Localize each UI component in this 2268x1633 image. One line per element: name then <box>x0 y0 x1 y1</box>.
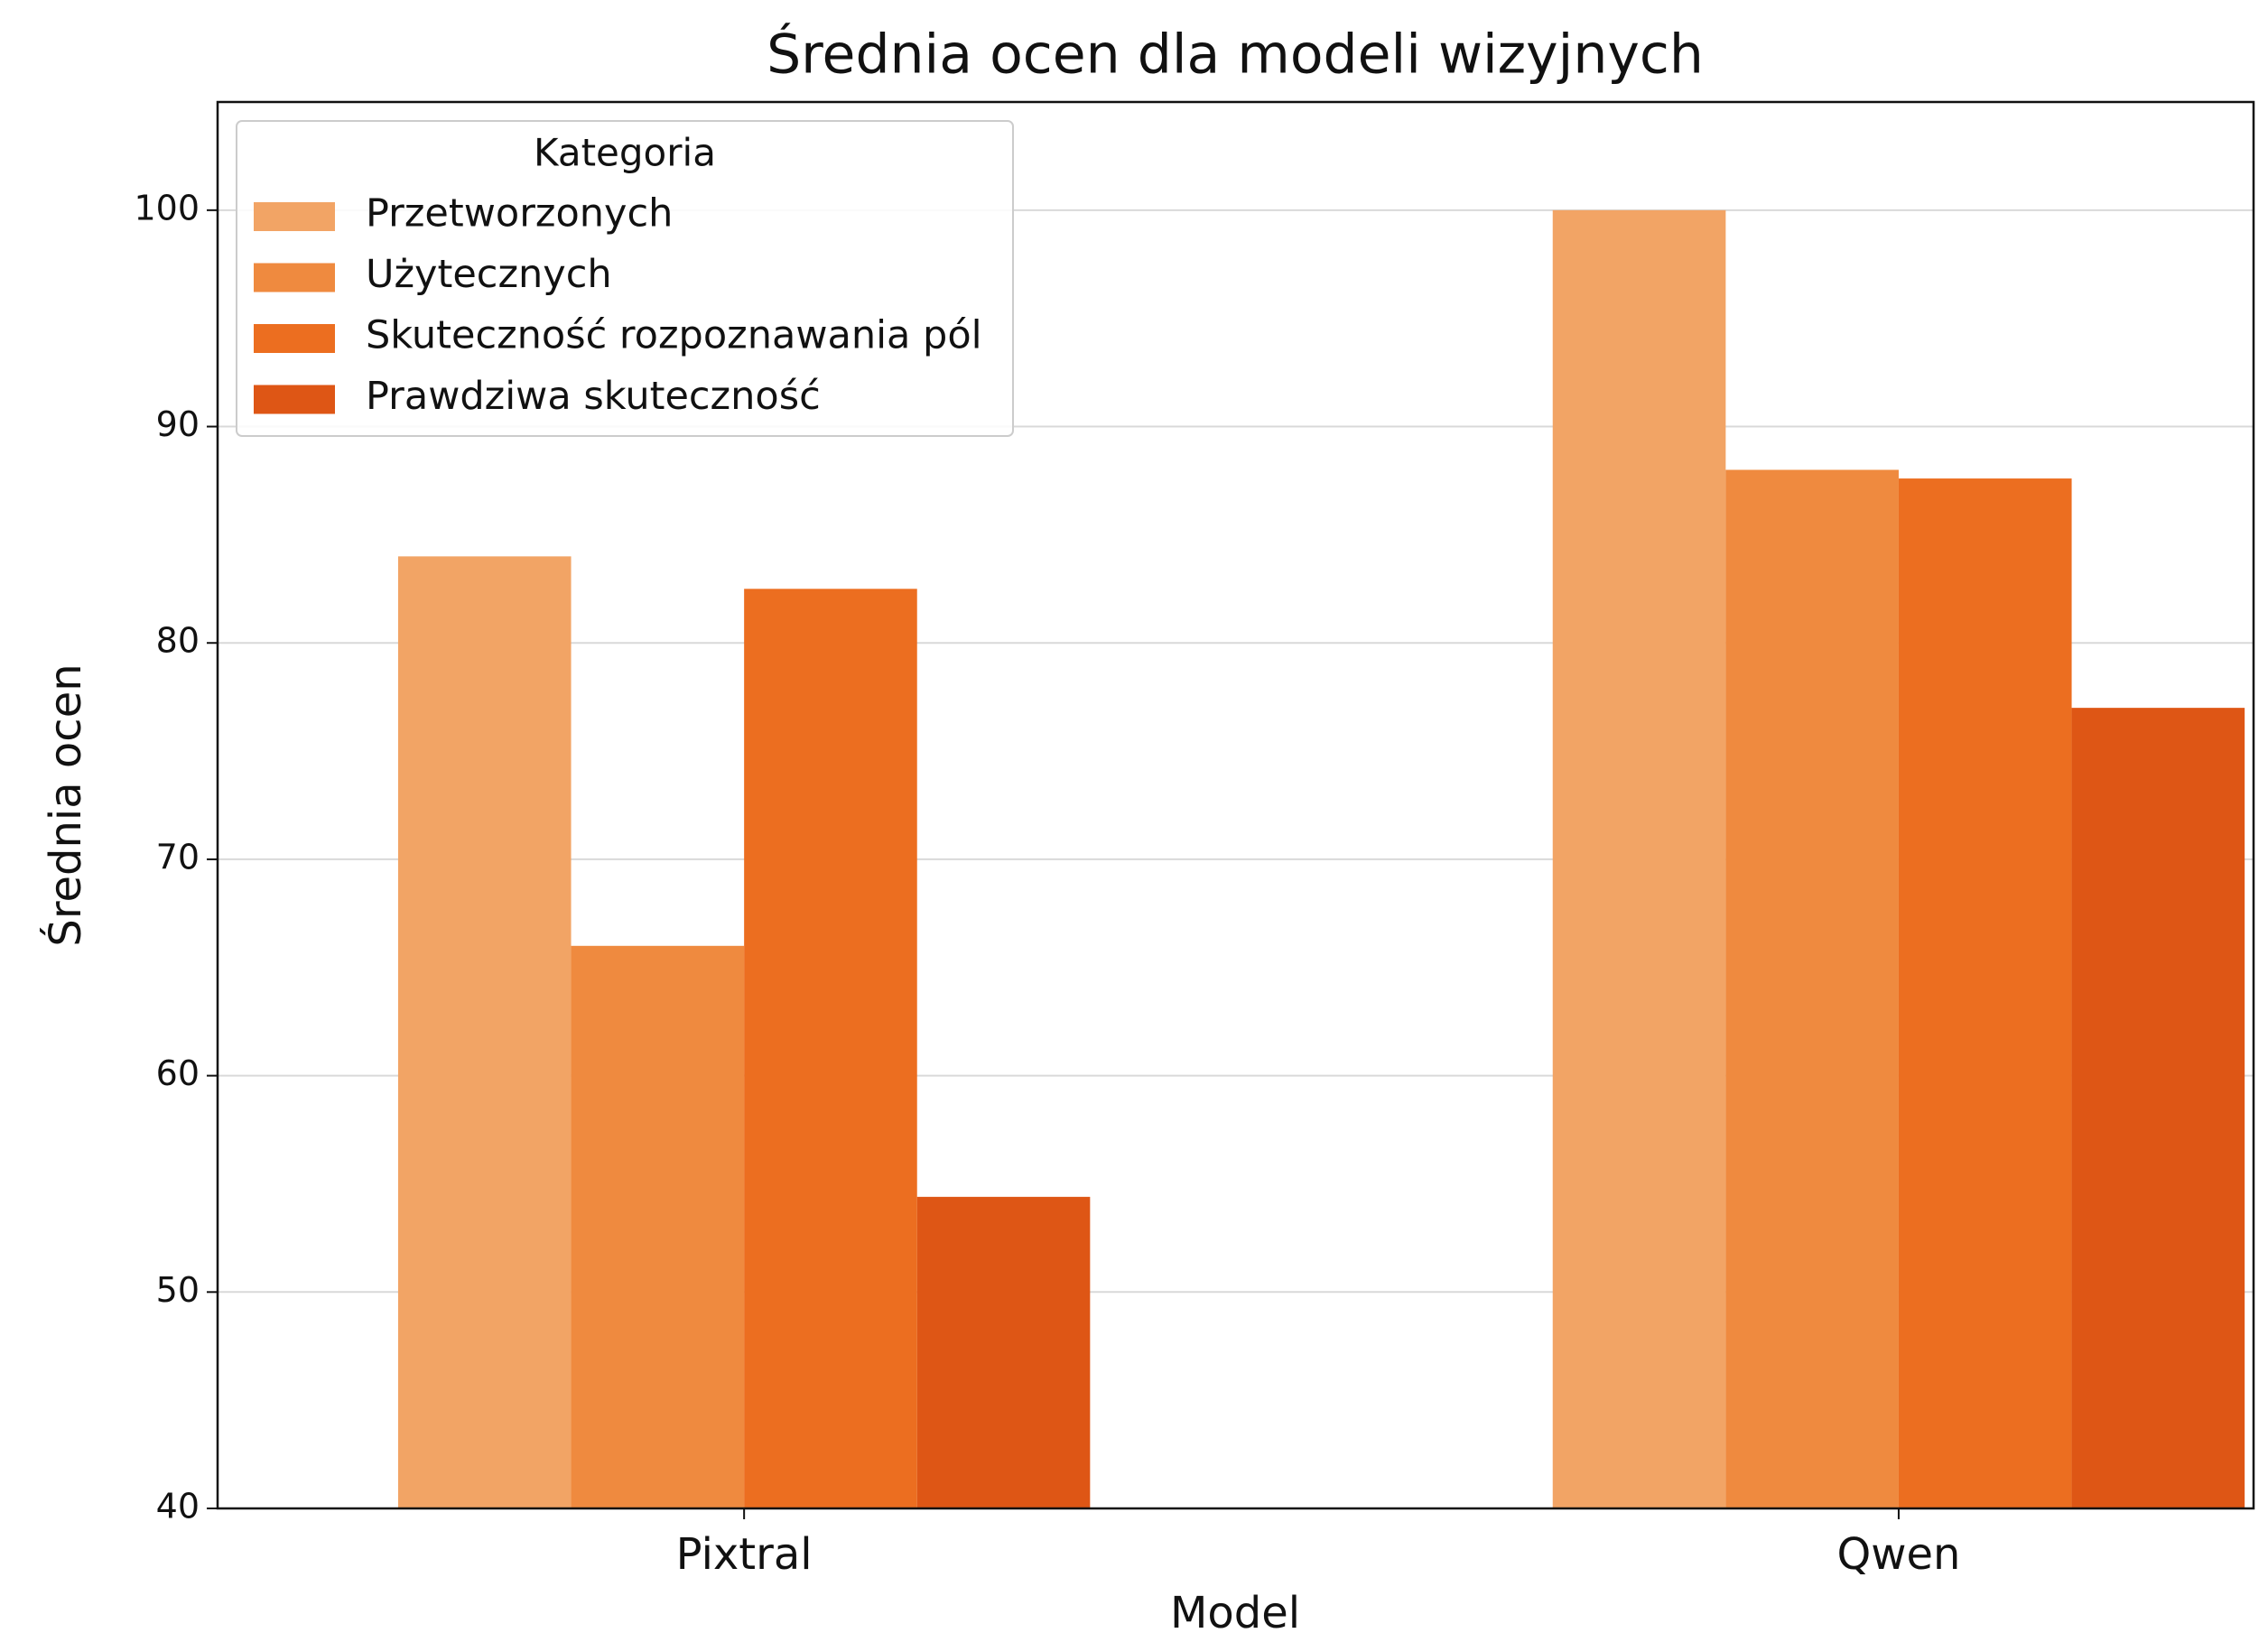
legend-label: Użytecznych <box>366 252 612 297</box>
bar <box>2071 708 2245 1508</box>
legend-label: Przetworzonych <box>366 191 673 237</box>
legend-label: Skuteczność rozpoznawania pól <box>366 313 982 358</box>
legend-swatch <box>254 263 335 292</box>
bar <box>916 1196 1091 1508</box>
x-tick-label: Qwen <box>1836 1529 1960 1580</box>
bar <box>1725 469 1899 1508</box>
y-axis-label: Średnia ocen <box>40 663 91 946</box>
x-axis-label: Model <box>1170 1588 1300 1633</box>
y-tick-label: 40 <box>156 1487 200 1526</box>
y-tick-label: 50 <box>156 1270 200 1310</box>
legend-title: Kategoria <box>534 131 716 175</box>
y-tick-label: 90 <box>156 404 200 444</box>
legend-box <box>236 120 1014 437</box>
bar <box>1898 478 2072 1508</box>
y-tick-label: 70 <box>156 837 200 877</box>
bar <box>744 589 917 1508</box>
y-tick-label: 100 <box>134 188 200 227</box>
legend: Kategoria Przetworzonych Użytecznych Skutec… <box>236 120 1014 437</box>
legend-swatch <box>254 202 335 231</box>
legend-label: Prawdziwa skuteczność <box>366 374 821 419</box>
plot-frame <box>216 100 2255 1510</box>
y-tick-label: 60 <box>156 1053 200 1093</box>
bar <box>397 556 572 1509</box>
x-tick-label: Pixtral <box>676 1529 813 1580</box>
chart-title: Średnia ocen dla modeli wizyjnych <box>767 23 1704 87</box>
y-tick-label: 80 <box>156 621 200 661</box>
bar <box>571 945 745 1508</box>
bar <box>1552 209 1726 1508</box>
legend-swatch <box>254 324 335 353</box>
legend-swatch <box>254 385 335 414</box>
